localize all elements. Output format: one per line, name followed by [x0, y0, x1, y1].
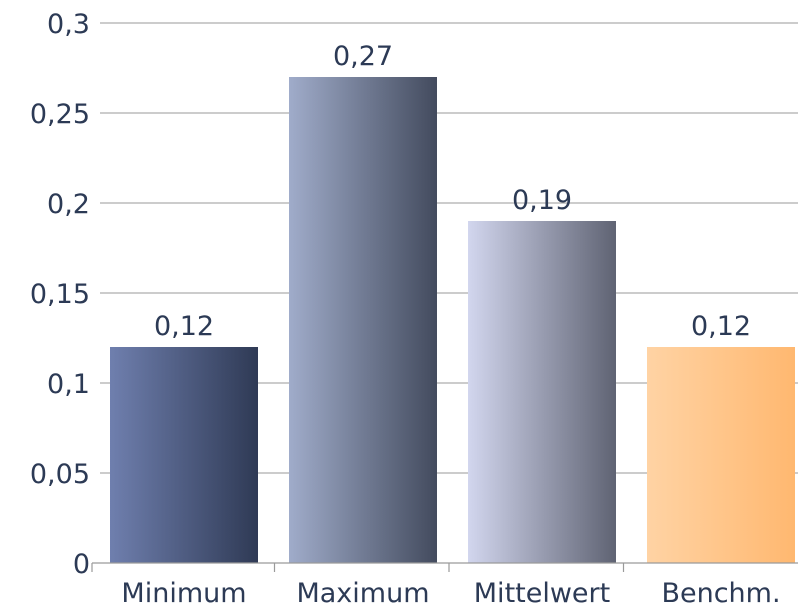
- bars: [110, 77, 795, 563]
- y-tick-label: 0: [73, 549, 90, 580]
- bar-benchm: [647, 347, 795, 563]
- y-tick-label: 0,3: [47, 9, 90, 40]
- bar-maximum: [289, 77, 437, 563]
- x-category-label: Maximum: [296, 578, 429, 609]
- y-tick-label: 0,2: [47, 189, 90, 220]
- y-tick-label: 0,1: [47, 369, 90, 400]
- data-label: 0,19: [512, 185, 572, 216]
- y-tick-label: 0,15: [30, 279, 90, 310]
- data-label: 0,27: [333, 41, 393, 72]
- x-category-label: Benchm.: [661, 578, 780, 609]
- y-tick-label: 0,05: [30, 459, 90, 490]
- x-axis: [91, 562, 798, 572]
- bar-mittelwert: [468, 221, 616, 563]
- data-label: 0,12: [154, 311, 214, 342]
- x-category-label: Minimum: [121, 578, 246, 609]
- x-axis-category-labels: Minimum Maximum Mittelwert Benchm.: [121, 578, 780, 609]
- y-tick-label: 0,25: [30, 99, 90, 130]
- data-labels: 0,12 0,27 0,19 0,12: [154, 41, 751, 342]
- data-label: 0,12: [691, 311, 751, 342]
- y-axis-tick-labels: 0 0,05 0,1 0,15 0,2 0,25 0,3: [30, 9, 90, 580]
- x-category-label: Mittelwert: [474, 578, 610, 609]
- bar-minimum: [110, 347, 258, 563]
